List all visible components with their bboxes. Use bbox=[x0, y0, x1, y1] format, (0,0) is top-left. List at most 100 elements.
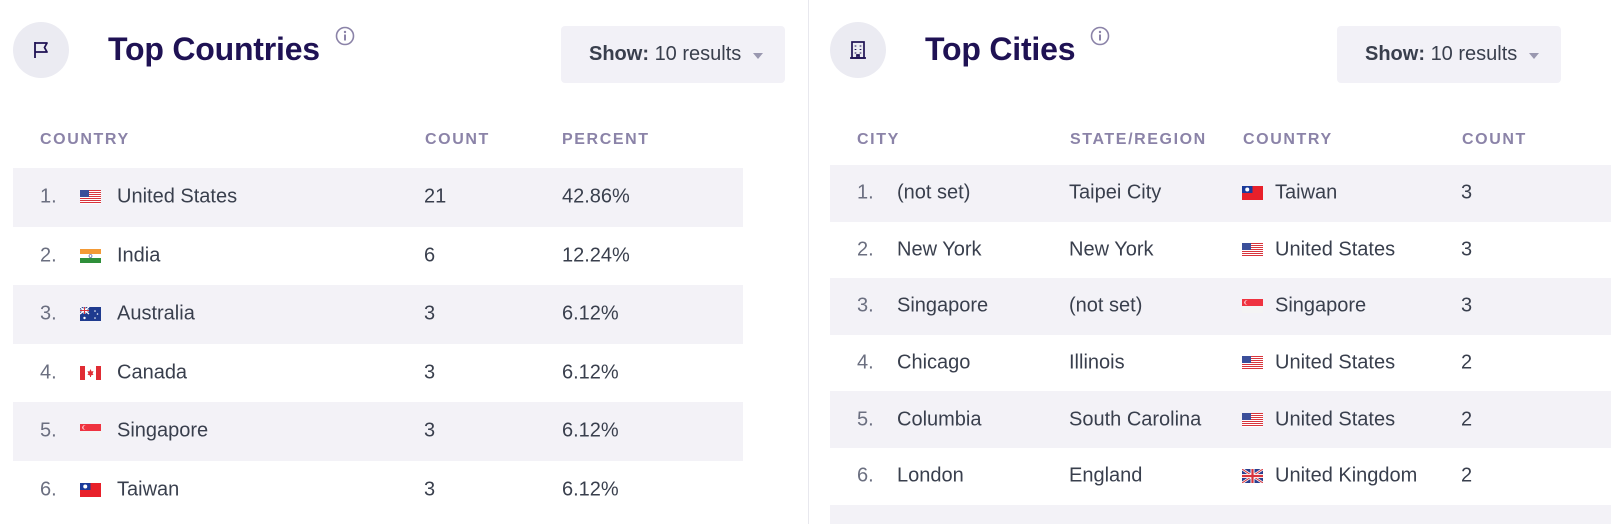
top-cities-header: Top Cities Show: 10 results bbox=[810, 22, 1611, 83]
row-count: 3 bbox=[1461, 294, 1473, 317]
show-label: Show: bbox=[589, 43, 649, 65]
flag-ca-icon bbox=[80, 365, 101, 380]
row-country: Singapore bbox=[1275, 294, 1367, 317]
row-rank: 4. bbox=[857, 351, 874, 374]
table-row[interactable]: 1. (not set) Taipei City Taiwan 3 bbox=[830, 165, 1611, 222]
show-results-dropdown[interactable]: Show: 10 results bbox=[1337, 26, 1561, 83]
row-city: New York bbox=[897, 238, 982, 261]
row-count: 2 bbox=[1461, 351, 1473, 374]
flag-us-icon bbox=[1242, 242, 1263, 257]
row-country: Canada bbox=[117, 361, 188, 384]
cities-table: 1. (not set) Taipei City Taiwan 3 2. New York N… bbox=[830, 165, 1611, 524]
flag-us-icon bbox=[1242, 412, 1263, 427]
row-rank: 6. bbox=[857, 464, 874, 487]
table-row[interactable] bbox=[830, 504, 1611, 524]
row-rank: 1. bbox=[857, 181, 874, 204]
row-rank: 3. bbox=[40, 302, 57, 325]
flag-au-icon bbox=[80, 307, 101, 322]
page-title: Top Countries bbox=[108, 31, 320, 67]
row-percent: 42.86% bbox=[562, 185, 630, 208]
row-rank: 5. bbox=[40, 419, 57, 442]
row-count: 3 bbox=[424, 361, 436, 384]
row-rank: 2. bbox=[40, 244, 57, 267]
row-country: Taiwan bbox=[1275, 181, 1338, 204]
row-country: India bbox=[117, 244, 161, 267]
row-rank: 1. bbox=[40, 185, 57, 208]
row-city: (not set) bbox=[897, 181, 971, 204]
row-count: 6 bbox=[424, 244, 436, 267]
row-rank: 2. bbox=[857, 238, 874, 261]
chevron-down-icon bbox=[753, 53, 764, 59]
top-countries-header: Top Countries Show: 10 results bbox=[0, 22, 808, 83]
row-region: (not set) bbox=[1069, 294, 1143, 317]
row-count: 3 bbox=[424, 478, 436, 501]
table-row[interactable]: 3. Australia 3 6.12% bbox=[13, 285, 743, 344]
row-count: 3 bbox=[1461, 238, 1473, 261]
table-row[interactable]: 2. India 6 12.24% bbox=[13, 227, 743, 286]
column-header-count: COUNT bbox=[425, 131, 490, 148]
row-country: United States bbox=[1275, 408, 1396, 431]
row-count: 2 bbox=[1461, 408, 1473, 431]
table-row[interactable]: 2. New York New York United States 3 bbox=[830, 222, 1611, 279]
row-country: United Kingdom bbox=[1275, 464, 1418, 487]
column-header-country: COUNTRY bbox=[40, 131, 130, 148]
table-row[interactable]: 3. Singapore (not set) Singapore 3 bbox=[830, 278, 1611, 335]
flag-sg-icon bbox=[80, 424, 101, 439]
row-country: Australia bbox=[117, 302, 195, 325]
flag-us-icon bbox=[80, 190, 101, 205]
row-percent: 12.24% bbox=[562, 244, 630, 267]
row-region: England bbox=[1069, 464, 1143, 487]
top-countries-panel: Top Countries Show: 10 results COUNTRY C… bbox=[0, 0, 809, 524]
table-row[interactable]: 6. Taiwan 3 6.12% bbox=[13, 461, 743, 520]
row-count: 2 bbox=[1461, 464, 1473, 487]
show-results-dropdown[interactable]: Show: 10 results bbox=[561, 26, 785, 83]
row-city: Chicago bbox=[897, 351, 971, 374]
flag-gb-icon bbox=[1242, 469, 1263, 484]
row-rank: 6. bbox=[40, 478, 57, 501]
top-cities-panel: Top Cities Show: 10 results CITY STATE/R… bbox=[810, 0, 1611, 524]
show-value: 10 results bbox=[1430, 43, 1518, 65]
flag-sg-icon bbox=[1242, 299, 1263, 314]
row-count: 3 bbox=[1461, 181, 1473, 204]
row-country: Taiwan bbox=[117, 478, 180, 501]
row-rank: 4. bbox=[40, 361, 57, 384]
table-row[interactable]: 1. United States 21 42.86% bbox=[13, 168, 743, 227]
row-count: 3 bbox=[424, 419, 436, 442]
row-percent: 6.12% bbox=[562, 419, 619, 442]
flag-tw-icon bbox=[1242, 186, 1263, 201]
flag-in-icon bbox=[80, 248, 101, 263]
row-city: Singapore bbox=[897, 294, 989, 317]
column-header-country: COUNTRY bbox=[1243, 131, 1333, 148]
info-icon[interactable] bbox=[335, 26, 355, 46]
row-city: London bbox=[897, 464, 964, 487]
countries-table: 1. United States 21 42.86% 2. India 6 12.24% 3. A… bbox=[13, 168, 743, 519]
table-row[interactable]: 5. Singapore 3 6.12% bbox=[13, 402, 743, 461]
table-row[interactable]: 4. Chicago Illinois United States 2 bbox=[830, 335, 1611, 392]
column-header-city: CITY bbox=[857, 131, 900, 148]
show-label: Show: bbox=[1365, 43, 1425, 65]
row-rank: 3. bbox=[857, 294, 874, 317]
row-count: 21 bbox=[424, 185, 447, 208]
table-row[interactable]: 5. Columbia South Carolina United States 2 bbox=[830, 391, 1611, 448]
show-value: 10 results bbox=[654, 43, 742, 65]
row-region: Taipei City bbox=[1069, 181, 1162, 204]
row-region: New York bbox=[1069, 238, 1154, 261]
row-percent: 6.12% bbox=[562, 302, 619, 325]
row-country: Singapore bbox=[117, 419, 209, 442]
row-country: United States bbox=[1275, 351, 1396, 374]
row-count: 3 bbox=[424, 302, 436, 325]
column-header-percent: PERCENT bbox=[562, 131, 650, 148]
row-region: Illinois bbox=[1069, 351, 1125, 374]
row-percent: 6.12% bbox=[562, 361, 619, 384]
table-row[interactable]: 4. Canada 3 6.12% bbox=[13, 344, 743, 403]
table-row[interactable]: 6. London England United Kingdom 2 bbox=[830, 448, 1611, 505]
flag-us-icon bbox=[1242, 356, 1263, 371]
row-country: United States bbox=[1275, 238, 1396, 261]
row-rank: 5. bbox=[857, 408, 874, 431]
flag-icon bbox=[13, 22, 69, 78]
flag-tw-icon bbox=[80, 482, 101, 497]
info-icon[interactable] bbox=[1090, 26, 1110, 46]
column-header-count: COUNT bbox=[1462, 131, 1527, 148]
row-city: Columbia bbox=[897, 408, 982, 431]
row-percent: 6.12% bbox=[562, 478, 619, 501]
